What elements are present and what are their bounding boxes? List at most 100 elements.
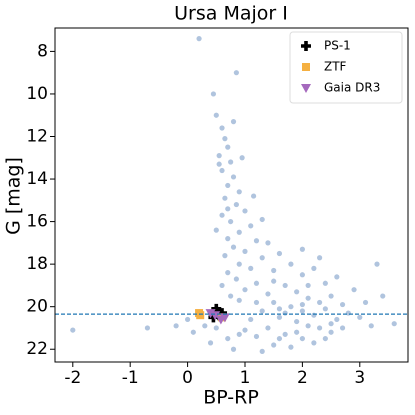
data-point [294,318,300,325]
x-tick-label: 1 [240,368,251,388]
data-point [236,229,242,235]
data-point [271,342,277,348]
x-tick-label: 0 [182,368,193,388]
y-tick-label: 10 [26,84,48,104]
data-point [288,304,294,310]
y-tick-label: 20 [26,297,48,317]
legend-label: ZTF [324,60,347,74]
data-point [225,144,231,150]
plot-frame [54,27,409,363]
data-point [276,314,283,320]
data-point [311,312,317,318]
data-point [236,189,242,195]
data-point [248,265,254,271]
x-tick-label: 3 [354,368,365,388]
data-point [317,255,323,261]
data-point [239,155,245,161]
data-point [228,293,234,299]
data-point [228,159,234,165]
data-point [210,91,217,97]
data-point [265,325,271,331]
data-point [216,153,222,159]
data-point [253,280,260,286]
data-point [282,331,288,337]
data-point [230,244,237,250]
y-tick-label: 22 [26,339,48,359]
data-point [259,308,265,314]
data-point [236,331,242,337]
chart-title: Ursa Major I [174,3,288,25]
data-point [276,250,283,257]
data-point [225,206,231,212]
data-point [205,309,216,319]
data-point [222,195,228,201]
data-point [242,327,248,333]
data-point [259,255,265,261]
data-point [222,253,228,259]
data-point [211,303,222,314]
data-point [228,218,234,225]
data-point [208,312,219,323]
data-point [202,323,208,329]
data-point [190,329,196,335]
data-point [242,248,248,254]
data-point [299,335,305,342]
x-tick-label: 2 [297,368,308,388]
data-point [219,125,225,131]
data-point [311,265,317,271]
data-point [282,282,288,289]
y-axis-label: G [mag] [3,157,25,235]
data-point [217,308,228,319]
legend-marker [301,41,312,51]
x-tick-label: -2 [64,368,81,388]
y-tick-label: 16 [26,212,48,232]
data-point [242,287,248,293]
data-point [305,323,311,329]
legend-marker [301,84,311,93]
legend-box [289,31,403,104]
data-point [250,193,257,199]
data-point [380,293,386,299]
data-point [294,329,300,335]
data-point [362,299,369,306]
data-point [219,212,225,218]
data-point [219,282,225,289]
y-tick-label: 14 [26,169,48,189]
data-point [334,316,340,323]
data-point [233,276,239,282]
data-point [299,272,305,278]
data-point [374,261,380,267]
data-point [334,274,340,280]
data-point [357,314,363,320]
legend-label: Gaia DR3 [324,81,380,95]
data-point [144,325,151,331]
data-point [173,323,179,329]
data-point [230,346,237,352]
data-point [299,308,305,314]
y-tick-label: 8 [37,41,48,61]
data-point [233,201,239,208]
data-point [225,270,231,276]
data-point [219,313,230,323]
data-point [339,301,346,308]
data-point [225,236,231,242]
data-point [259,216,265,223]
data-point [213,112,219,118]
data-point [271,299,277,306]
data-point [322,335,328,342]
data-point [213,227,219,233]
data-point [219,167,225,174]
data-point [225,335,231,342]
data-point [248,316,254,323]
data-point [196,311,205,320]
data-point [282,310,288,316]
data-point [317,299,323,306]
data-point [345,310,351,316]
data-point [242,208,248,214]
data-point [299,301,305,308]
data-point [253,238,260,244]
data-point [288,344,294,350]
data-point [294,289,300,295]
data-point [236,261,242,267]
